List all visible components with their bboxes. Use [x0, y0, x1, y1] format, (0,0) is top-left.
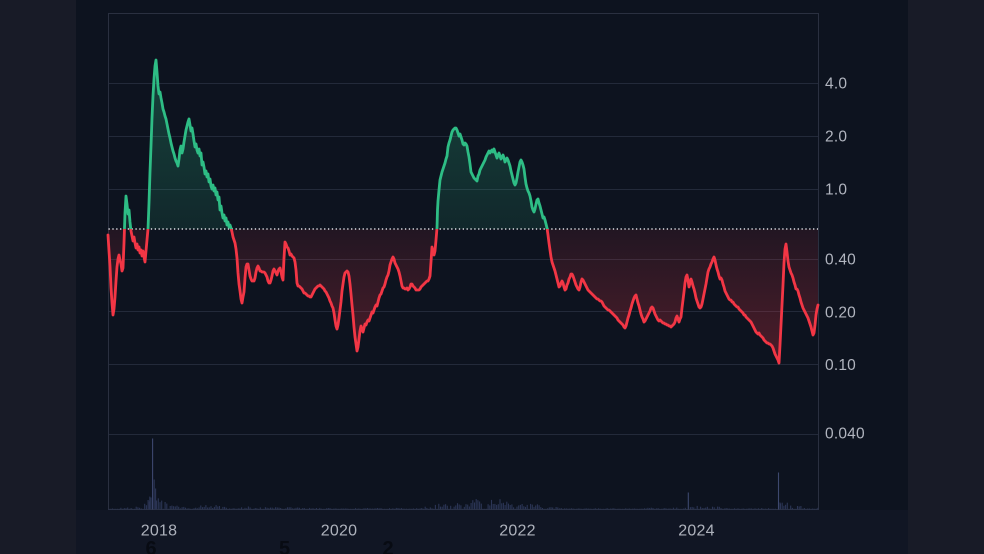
svg-text:0.040: 0.040: [825, 426, 865, 443]
svg-text:1.0: 1.0: [825, 182, 847, 199]
svg-text:0.10: 0.10: [825, 357, 856, 374]
svg-text:2018: 2018: [141, 523, 177, 540]
svg-text:2.0: 2.0: [825, 129, 847, 146]
svg-text:4.0: 4.0: [825, 76, 847, 93]
svg-text:6: 6: [146, 538, 157, 554]
svg-text:2020: 2020: [321, 523, 357, 540]
svg-text:2024: 2024: [678, 523, 714, 540]
svg-text:2022: 2022: [499, 523, 535, 540]
svg-text:0.20: 0.20: [825, 305, 856, 322]
svg-text:0.40: 0.40: [825, 252, 856, 269]
svg-text:2: 2: [383, 538, 394, 554]
svg-text:5: 5: [279, 538, 290, 554]
